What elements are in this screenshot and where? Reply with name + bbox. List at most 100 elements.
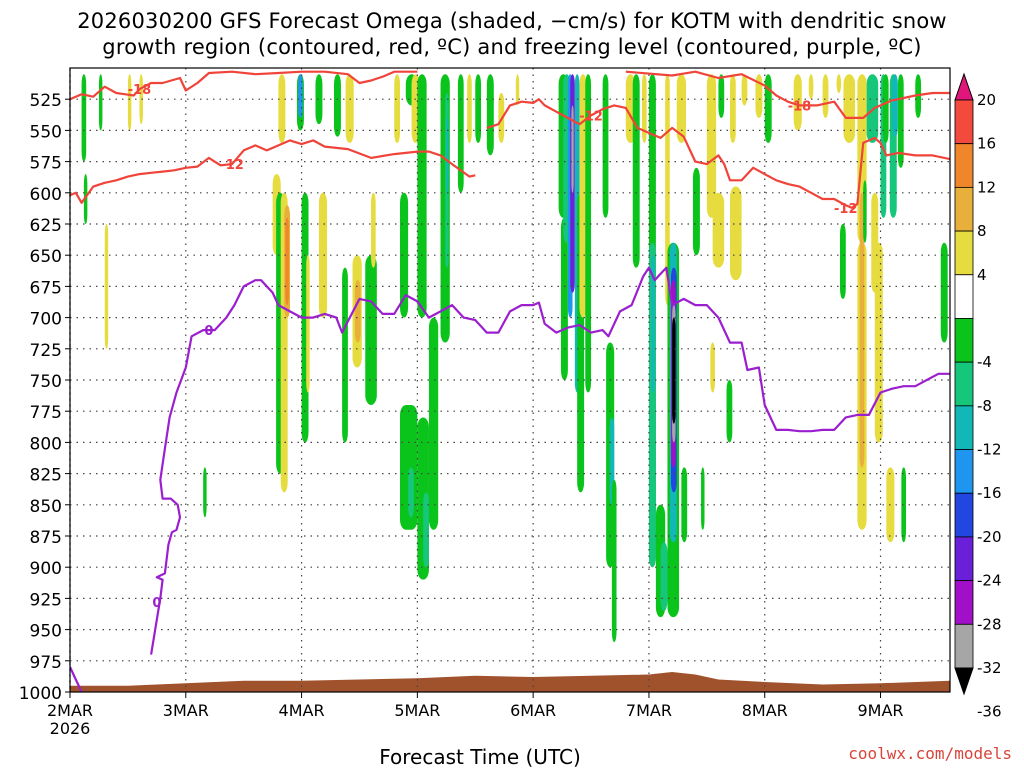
y-tick-label: 675 — [30, 278, 62, 298]
x-tick-label: 8MAR — [742, 701, 788, 720]
x-tick-label: 3MAR — [163, 701, 209, 720]
omega-feature — [98, 74, 103, 131]
omega-feature — [127, 74, 132, 131]
omega-feature — [840, 224, 846, 299]
colorbar-bin — [954, 274, 974, 319]
omega-feature — [285, 217, 289, 306]
omega-feature — [585, 74, 592, 393]
y-tick-label: 850 — [30, 497, 62, 517]
colorbar-label: -36 — [977, 703, 1002, 721]
omega-feature — [642, 74, 647, 143]
omega-feature — [486, 74, 494, 156]
omega-feature — [730, 74, 736, 143]
dendritic-contour — [486, 98, 950, 209]
colorbar-over-arrow — [954, 72, 974, 101]
omega-feature — [394, 74, 400, 143]
colorbar-label: -16 — [977, 484, 1002, 502]
x-tick-label: 6MAR — [510, 701, 556, 720]
omega-feature — [718, 74, 725, 118]
colorbar-label: 12 — [977, 178, 996, 196]
y-tick-label: 775 — [30, 403, 62, 423]
omega-feature — [764, 74, 772, 143]
omega-feature — [306, 255, 310, 393]
omega-feature — [710, 342, 715, 393]
x-tick-label: 5MAR — [394, 701, 440, 720]
omega-feature — [457, 74, 464, 193]
y-tick-label: 900 — [30, 559, 62, 579]
omega-feature — [940, 242, 948, 343]
omega-feature — [560, 217, 568, 380]
dendritic-contour-label: -12 — [834, 202, 858, 217]
grid-lines — [70, 68, 950, 692]
omega-feature — [822, 74, 829, 118]
omega-feature — [836, 74, 842, 93]
y-tick-label: 625 — [30, 216, 62, 236]
omega-feature — [726, 380, 733, 443]
omega-feature — [676, 74, 686, 143]
omega-feature — [741, 74, 748, 106]
y-tick-label: 650 — [30, 247, 62, 267]
y-tick-label: 825 — [30, 466, 62, 486]
freezing-level-contour — [150, 266, 950, 655]
y-tick-label: 600 — [30, 185, 62, 205]
omega-feature — [672, 317, 676, 424]
chart-title-line-2: growth region (contoured, red, ºC) and f… — [102, 35, 922, 59]
freezing-level-contour — [70, 666, 83, 692]
freezing-level-contour-label: 0 — [152, 596, 161, 611]
omega-feature — [315, 74, 323, 125]
colorbar-label: -32 — [977, 659, 1002, 677]
omega-feature — [755, 74, 763, 118]
omega-feature — [859, 192, 865, 468]
colorbar-bin — [954, 580, 974, 625]
omega-shading — [81, 74, 948, 643]
x-tick-sublabel: 2026 — [50, 719, 91, 738]
omega-feature — [863, 180, 867, 243]
colorbar-bin — [954, 449, 974, 494]
x-axis-label: Forecast Time (UTC) — [379, 745, 581, 768]
omega-feature — [515, 74, 520, 106]
omega-feature — [874, 242, 883, 443]
colorbar-bin — [954, 230, 974, 276]
y-tick-label: 875 — [30, 528, 62, 548]
y-tick-label: 925 — [30, 590, 62, 610]
watermark: coolwx.com/models — [848, 744, 1012, 763]
y-tick-label: 975 — [30, 653, 62, 673]
y-tick-label: 1000 — [19, 684, 62, 704]
omega-feature — [632, 74, 640, 268]
terrain-fill — [70, 672, 950, 692]
omega-feature — [901, 467, 906, 543]
omega-feature — [446, 117, 449, 193]
dendritic-contour-label: -12 — [579, 109, 603, 124]
omega-feature — [371, 192, 376, 268]
y-tick-label: 950 — [30, 622, 62, 642]
freezing-level-contour-label: 0 — [204, 324, 213, 339]
colorbar-label: 20 — [977, 91, 996, 109]
plot-background — [70, 68, 950, 692]
omega-feature — [365, 255, 377, 405]
x-tick-label: 4MAR — [279, 701, 325, 720]
dendritic-contour — [70, 70, 418, 101]
omega-feature — [701, 467, 705, 530]
omega-feature — [475, 74, 482, 143]
dendritic-contour-label: -18 — [788, 99, 812, 114]
colorbar-bin — [954, 361, 974, 407]
chart-title-line-1: 2026030200 GFS Forecast Omega (shaded, −… — [77, 9, 947, 33]
dendritic-contour-label: -18 — [128, 83, 152, 98]
x-tick-label: 7MAR — [626, 701, 672, 720]
omega-feature — [808, 74, 814, 100]
omega-feature — [793, 74, 802, 131]
colorbar-label: -24 — [977, 572, 1002, 590]
omega-feature — [342, 267, 348, 443]
y-tick-label: 525 — [30, 91, 62, 111]
omega-feature — [892, 74, 898, 137]
omega-feature — [843, 74, 856, 143]
omega-feature — [428, 317, 439, 530]
y-tick-label: 550 — [30, 122, 62, 142]
omega-feature — [660, 542, 668, 611]
y-tick-label: 725 — [30, 341, 62, 361]
omega-feature — [354, 280, 361, 343]
x-tick-label: 2MAR — [47, 701, 93, 720]
colorbar-bin — [954, 492, 974, 538]
omega-feature — [611, 479, 617, 643]
